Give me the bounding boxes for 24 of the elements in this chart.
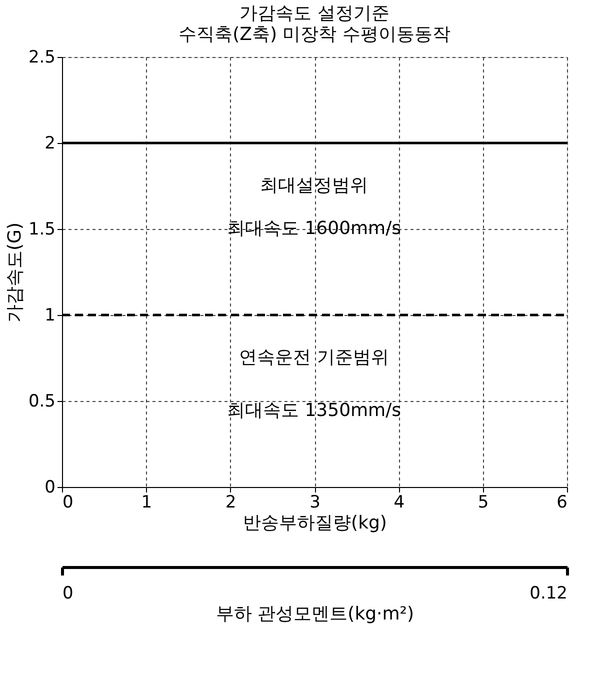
x-tick-label: 1 [141,492,152,512]
y-tick-label: 2.5 [28,48,56,68]
x-tick-label: 5 [478,492,489,512]
x-tick-label: 2 [225,492,236,512]
y-tick-label: 0 [44,478,56,498]
x-tick-label: 6 [556,492,568,512]
x-tick-label: 0 [62,492,74,512]
y-axis-title: 가감속도(G) [4,222,26,322]
x2-tick-label: 0 [62,584,74,604]
annotation: 연속운전 기준범위 [239,347,389,368]
annotation: 최대속도 1600mm/s [226,218,402,239]
y-tick-label: 0.5 [28,392,56,412]
annotation: 최대속도 1350mm/s [226,400,402,421]
x2-tick-label: 0.12 [530,584,568,604]
chart-subtitle: 수직축(Z축) 미장착 수평이동동작 [178,24,450,45]
x-axis-title: 반송부하질량(kg) [243,512,387,534]
x-tick-label: 4 [394,492,405,512]
x2-axis-title: 부하 관성모멘트(kg·m²) [216,604,414,624]
chart-title: 가감속도 설정기준 [240,3,390,24]
y-tick-label: 1.5 [28,220,56,240]
y-tick-label: 2 [44,134,56,154]
y-tick-label: 1 [44,306,56,326]
annotation: 최대설정범위 [260,175,368,196]
x-tick-label: 3 [310,492,320,512]
